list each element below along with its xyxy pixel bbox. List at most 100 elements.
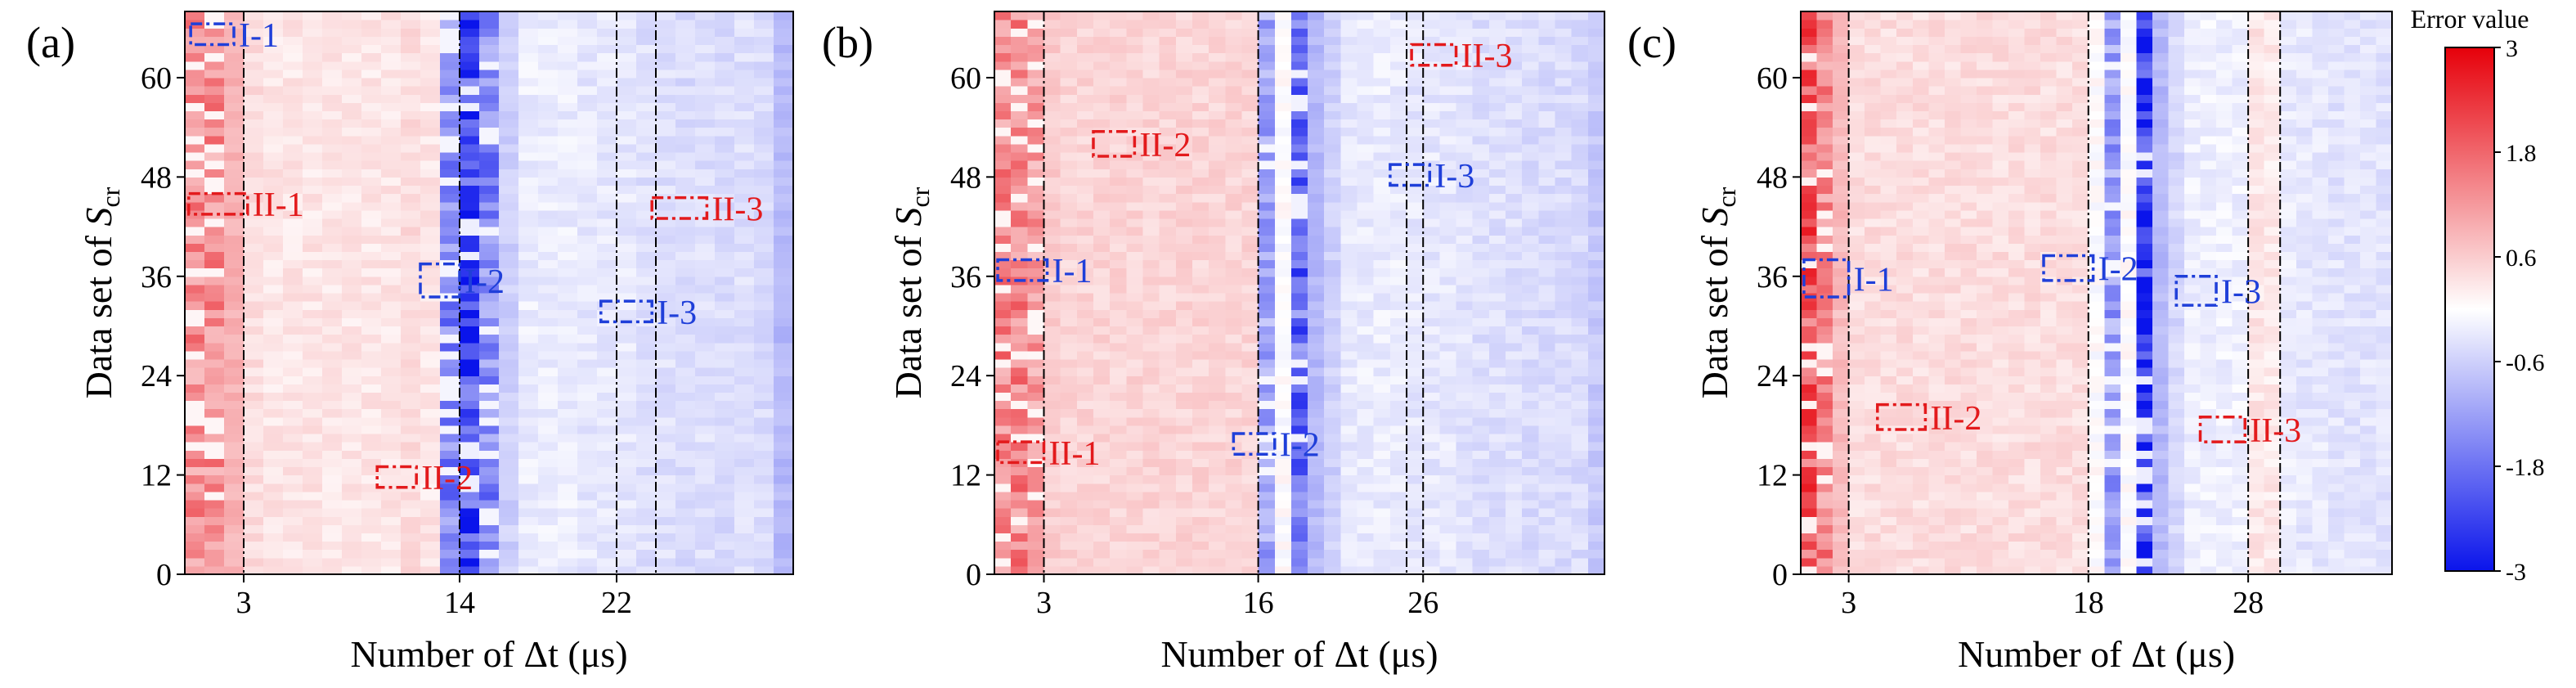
heatmap-cell xyxy=(1225,367,1243,376)
heatmap-cell xyxy=(420,442,441,451)
heatmap-cell xyxy=(1027,425,1045,434)
heatmap-cell xyxy=(1439,293,1457,302)
heatmap-cell xyxy=(1043,227,1061,236)
heatmap-cell xyxy=(1209,309,1226,318)
heatmap-cell xyxy=(1340,185,1358,195)
heatmap-cell xyxy=(1848,11,1865,20)
heatmap-cell xyxy=(1571,408,1589,418)
heatmap-cell xyxy=(774,36,794,46)
heatmap-cell xyxy=(558,400,578,410)
annotation-label-4: II-2 xyxy=(421,460,473,497)
heatmap-cell xyxy=(1290,169,1308,178)
heatmap-cell xyxy=(1093,317,1111,327)
heatmap-cell xyxy=(361,143,382,153)
heatmap-cell xyxy=(597,466,617,476)
heatmap-cell xyxy=(675,565,696,575)
heatmap-cell xyxy=(1456,483,1474,492)
heatmap-cell xyxy=(1488,474,1506,484)
heatmap-cell xyxy=(303,375,323,384)
heatmap-cell xyxy=(1175,293,1193,302)
heatmap-cell xyxy=(1488,483,1506,492)
heatmap-cell xyxy=(1192,466,1209,476)
heatmap-cell xyxy=(1027,110,1045,120)
heatmap-cell xyxy=(1142,384,1160,393)
heatmap-cell xyxy=(1472,483,1490,492)
heatmap-cell xyxy=(361,557,382,567)
heatmap-cell xyxy=(1324,367,1342,376)
heatmap-cell xyxy=(1258,425,1276,434)
heatmap-cell xyxy=(675,284,696,294)
heatmap-cell xyxy=(322,259,343,269)
heatmap-cell xyxy=(1816,293,1833,302)
heatmap-cell xyxy=(440,549,460,559)
heatmap-cell xyxy=(1209,177,1226,187)
heatmap-cell xyxy=(1571,491,1589,501)
heatmap-cell xyxy=(518,160,539,169)
heatmap-cell xyxy=(1011,350,1028,360)
heatmap-cell xyxy=(1324,28,1342,37)
heatmap-cell xyxy=(774,20,794,29)
heatmap-cell xyxy=(1340,358,1358,368)
heatmap-cell xyxy=(460,416,480,426)
heatmap-cell xyxy=(1027,218,1045,227)
heatmap-cell xyxy=(263,466,284,476)
heatmap-cell xyxy=(1011,209,1028,219)
heatmap-cell xyxy=(1258,549,1276,559)
heatmap-cell xyxy=(1571,549,1589,559)
heatmap-cell xyxy=(1456,276,1474,286)
heatmap-cell xyxy=(1340,557,1358,567)
heatmap-cell xyxy=(597,69,617,79)
heatmap-cell xyxy=(1456,491,1474,501)
heatmap-cell xyxy=(1538,69,1556,79)
heatmap-cell xyxy=(283,557,303,567)
heatmap-cell xyxy=(440,20,460,29)
heatmap-cell xyxy=(479,201,500,211)
heatmap-cell xyxy=(1110,94,1127,103)
heatmap-cell xyxy=(558,61,578,70)
heatmap-cell xyxy=(656,326,676,335)
heatmap-cell xyxy=(1274,152,1292,161)
heatmap-cell xyxy=(263,177,284,187)
heatmap-cell xyxy=(204,557,225,567)
heatmap-cell xyxy=(1093,268,1111,277)
heatmap-cell xyxy=(1290,408,1308,418)
heatmap-cell xyxy=(1373,284,1391,294)
heatmap-cell xyxy=(1340,251,1358,261)
heatmap-cell xyxy=(1225,342,1243,352)
heatmap-cell xyxy=(460,276,480,286)
heatmap-cell xyxy=(1290,483,1308,492)
heatmap-cell xyxy=(1472,284,1490,294)
heatmap-cell xyxy=(1522,243,1539,253)
heatmap-cell xyxy=(636,392,657,402)
heatmap-cell xyxy=(1324,251,1342,261)
heatmap-cell xyxy=(499,367,519,376)
heatmap-cell xyxy=(636,491,657,501)
heatmap-cell xyxy=(1027,20,1045,29)
heatmap-cell xyxy=(636,350,657,360)
heatmap-cell xyxy=(303,127,323,137)
heatmap-cell xyxy=(1506,317,1523,327)
heatmap-cell xyxy=(460,28,480,37)
heatmap-cell xyxy=(401,524,421,534)
heatmap-cell xyxy=(1472,235,1490,244)
heatmap-cell xyxy=(774,350,794,360)
heatmap-cell xyxy=(1423,276,1440,286)
heatmap-cell xyxy=(1848,185,1865,195)
heatmap-cell xyxy=(1192,251,1209,261)
heatmap-cell xyxy=(224,358,245,368)
heatmap-cell xyxy=(1142,516,1160,525)
heatmap-cell xyxy=(577,119,598,128)
heatmap-cell xyxy=(342,293,362,302)
heatmap-cell xyxy=(656,209,676,219)
heatmap-cell xyxy=(1290,549,1308,559)
heatmap-cell xyxy=(1076,94,1094,103)
heatmap-cell xyxy=(1110,293,1127,302)
heatmap-cell xyxy=(1538,541,1556,551)
heatmap-cell xyxy=(1506,169,1523,178)
heatmap-cell xyxy=(1423,293,1440,302)
heatmap-cell xyxy=(558,442,578,451)
heatmap-cell xyxy=(675,293,696,302)
heatmap-cell xyxy=(244,259,264,269)
heatmap-cell xyxy=(1043,193,1061,203)
heatmap-cell xyxy=(1175,442,1193,451)
